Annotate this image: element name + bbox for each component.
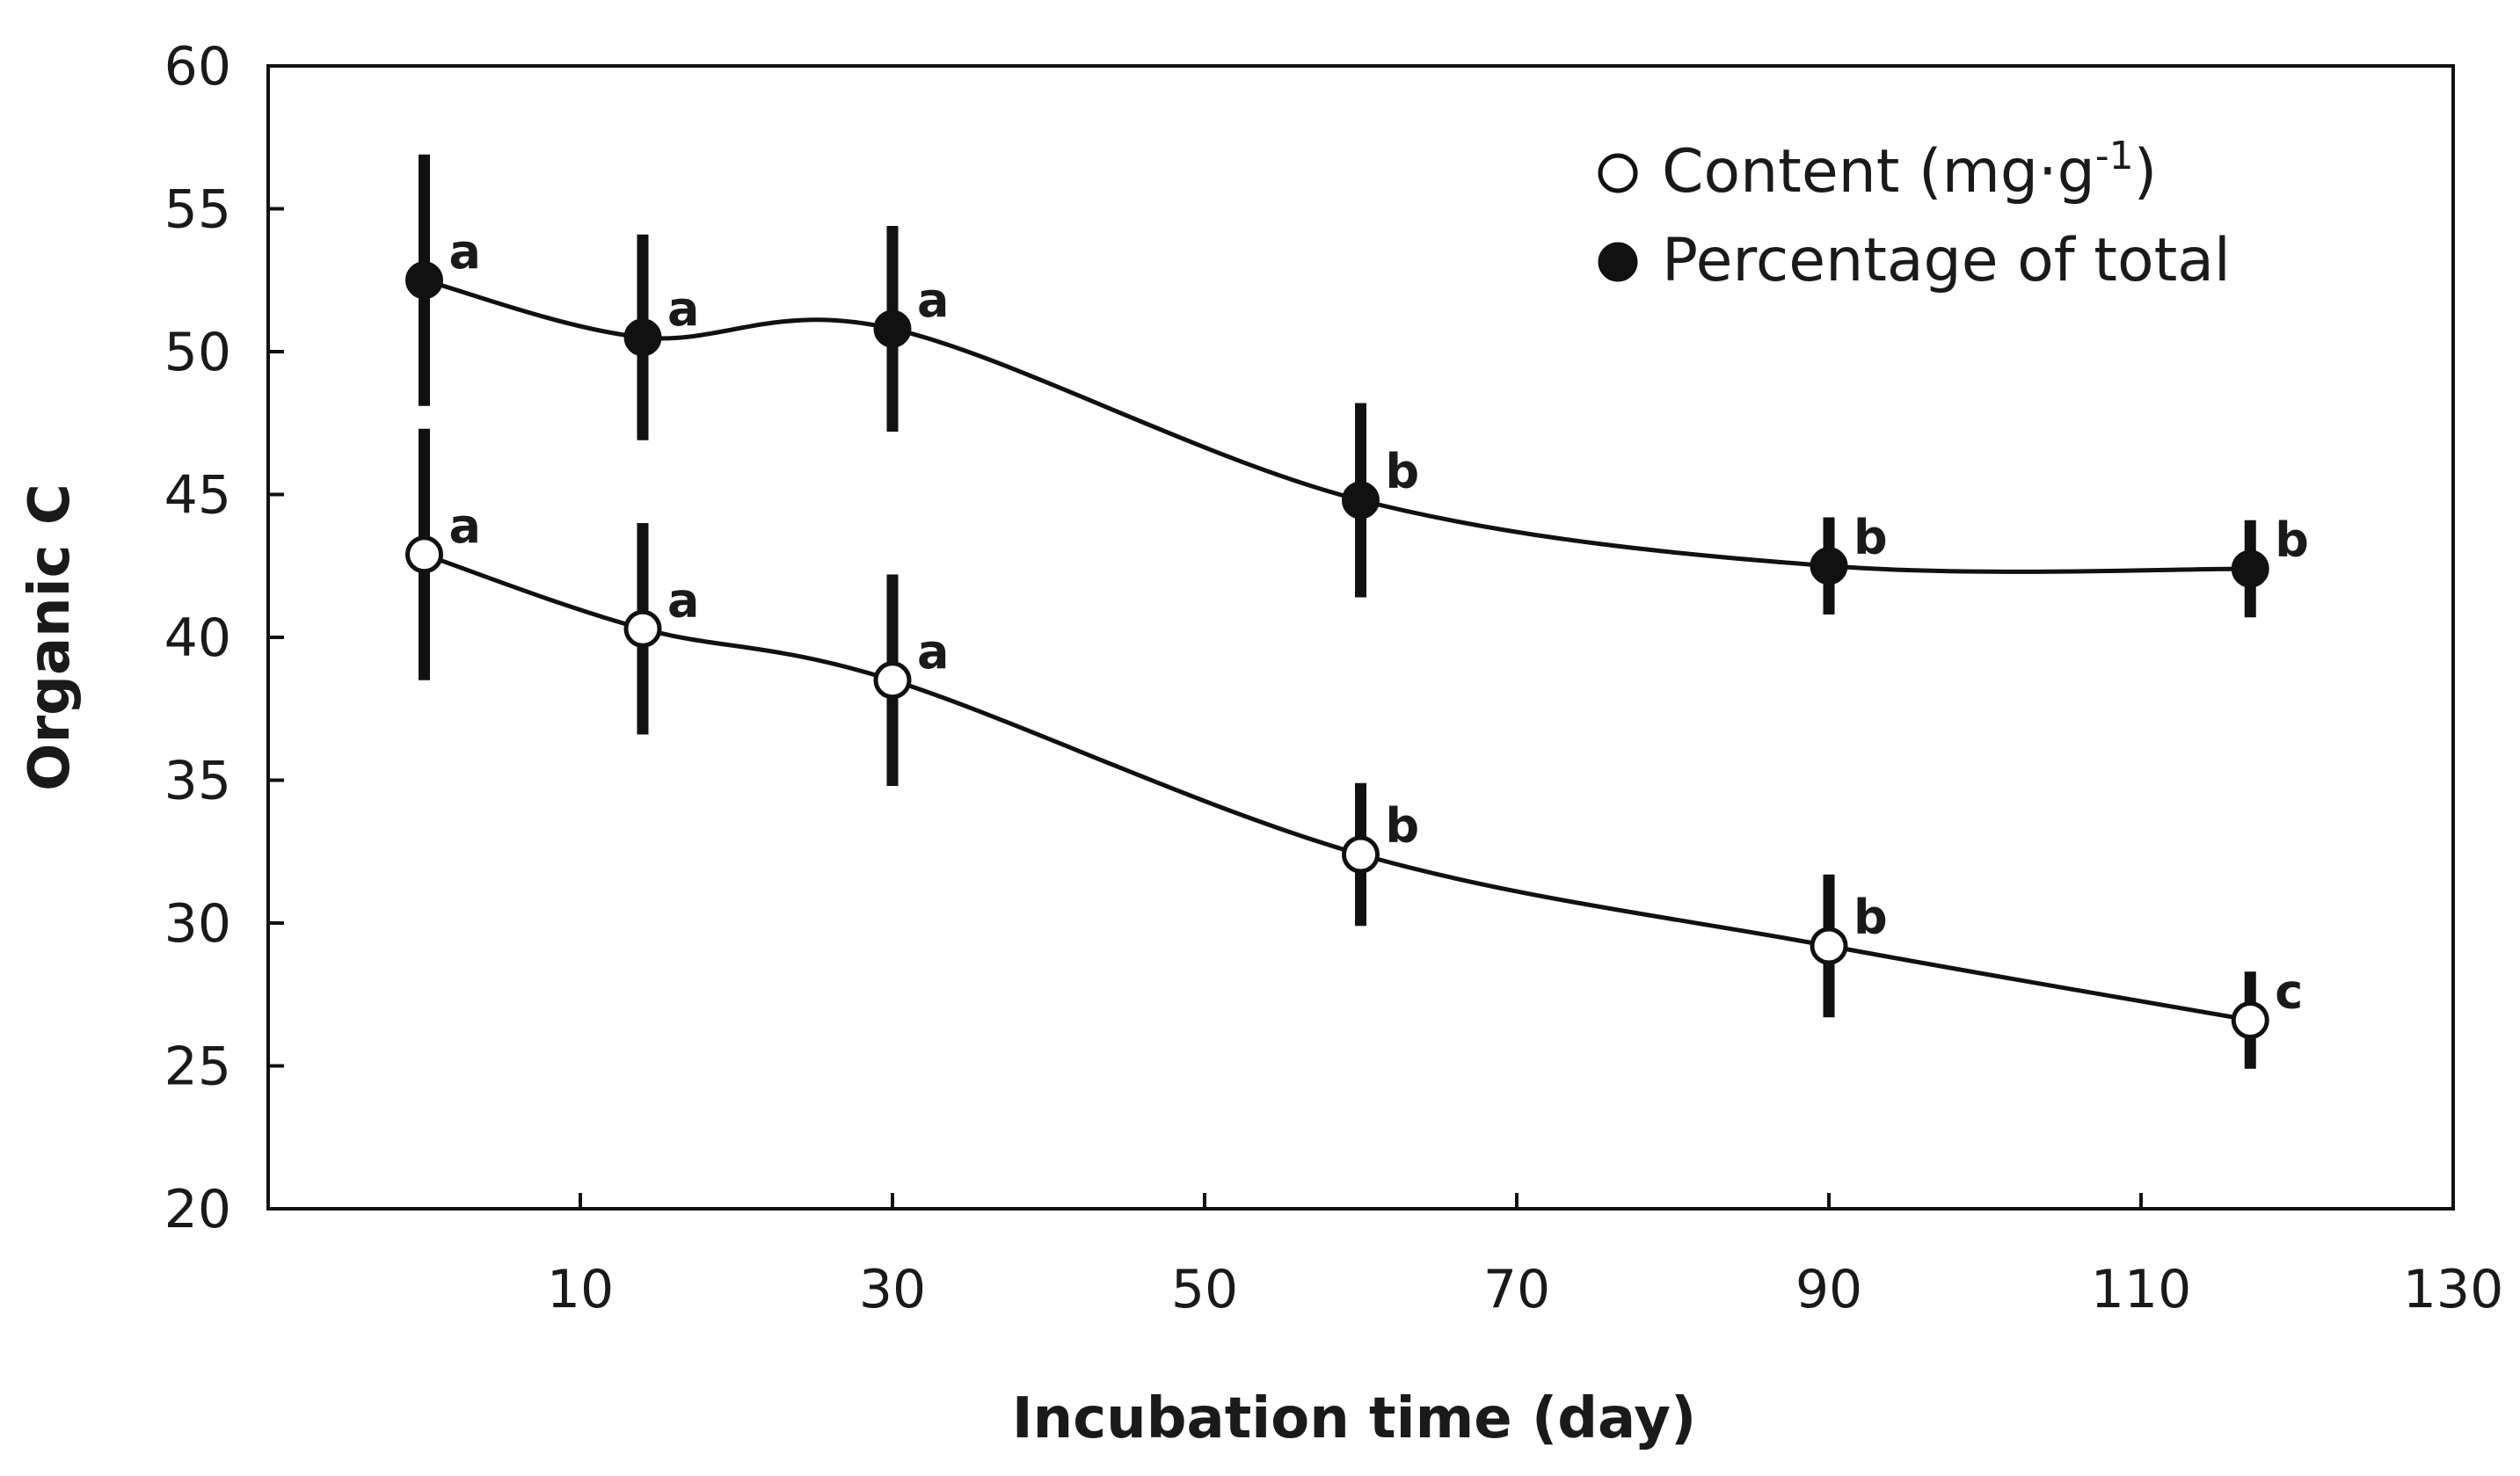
data-point (2231, 1001, 2269, 1039)
y-tick-label: 30 (164, 893, 231, 955)
y-tick-label: 50 (164, 322, 231, 383)
legend: Content (mg·g-1) Percentage of total (1598, 134, 2231, 295)
series-content: a a a b b c (405, 428, 2303, 1069)
y-tick-label: 55 (164, 179, 231, 241)
significance-label: a (917, 273, 949, 328)
legend-label-percentage: Percentage of total (1662, 226, 2231, 295)
data-point (1810, 927, 1848, 965)
x-tick-label: 30 (859, 1259, 926, 1320)
data-point (873, 661, 912, 700)
significance-label: a (449, 224, 481, 280)
y-tick-label: 25 (164, 1036, 231, 1098)
data-point (1342, 835, 1380, 874)
series-percentage: a a a b b b (405, 154, 2309, 618)
y-tick-label: 20 (164, 1179, 231, 1240)
y-axis-title: Organic C (18, 484, 83, 791)
y-tick-label: 35 (164, 751, 231, 812)
legend-item-content: Content (mg·g-1) (1598, 134, 2157, 207)
significance-label: b (1386, 798, 1420, 854)
data-point (623, 318, 662, 357)
data-point (405, 261, 443, 300)
y-axis-ticks: 20 25 30 35 40 45 50 55 60 (164, 36, 284, 1240)
x-tick-label: 70 (1483, 1259, 1550, 1320)
significance-label: a (667, 281, 699, 337)
x-tick-label: 130 (2403, 1259, 2504, 1320)
y-tick-label: 40 (164, 607, 231, 669)
x-tick-label: 90 (1795, 1259, 1862, 1320)
x-tick-label: 110 (2091, 1259, 2192, 1320)
legend-item-percentage: Percentage of total (1598, 226, 2231, 295)
x-tick-label: 50 (1171, 1259, 1238, 1320)
data-point (2231, 549, 2269, 588)
x-axis-ticks: 10 30 50 70 90 110 130 (547, 1193, 2503, 1320)
significance-label: b (1854, 890, 1888, 945)
data-point (873, 309, 912, 348)
data-point (1810, 547, 1848, 585)
legend-open-circle-marker (1598, 153, 1638, 193)
legend-filled-circle-marker (1598, 242, 1638, 282)
y-tick-label: 45 (164, 465, 231, 527)
data-point (623, 609, 662, 648)
legend-label-content: Content (mg·g-1) (1662, 134, 2157, 207)
significance-label: a (917, 624, 949, 680)
significance-label: b (1854, 510, 1888, 565)
significance-label: b (1386, 444, 1420, 499)
significance-label: c (2275, 964, 2303, 1020)
data-point (1342, 481, 1380, 520)
data-point (405, 535, 443, 574)
x-axis-title: Incubation time (day) (1012, 1386, 1696, 1451)
significance-label: a (667, 572, 699, 628)
significance-label: a (449, 498, 481, 554)
y-tick-label: 60 (164, 36, 231, 98)
x-tick-label: 10 (547, 1259, 614, 1320)
series-layer: a a a b b c a a a b b b (405, 154, 2309, 1069)
significance-label: b (2275, 513, 2309, 568)
